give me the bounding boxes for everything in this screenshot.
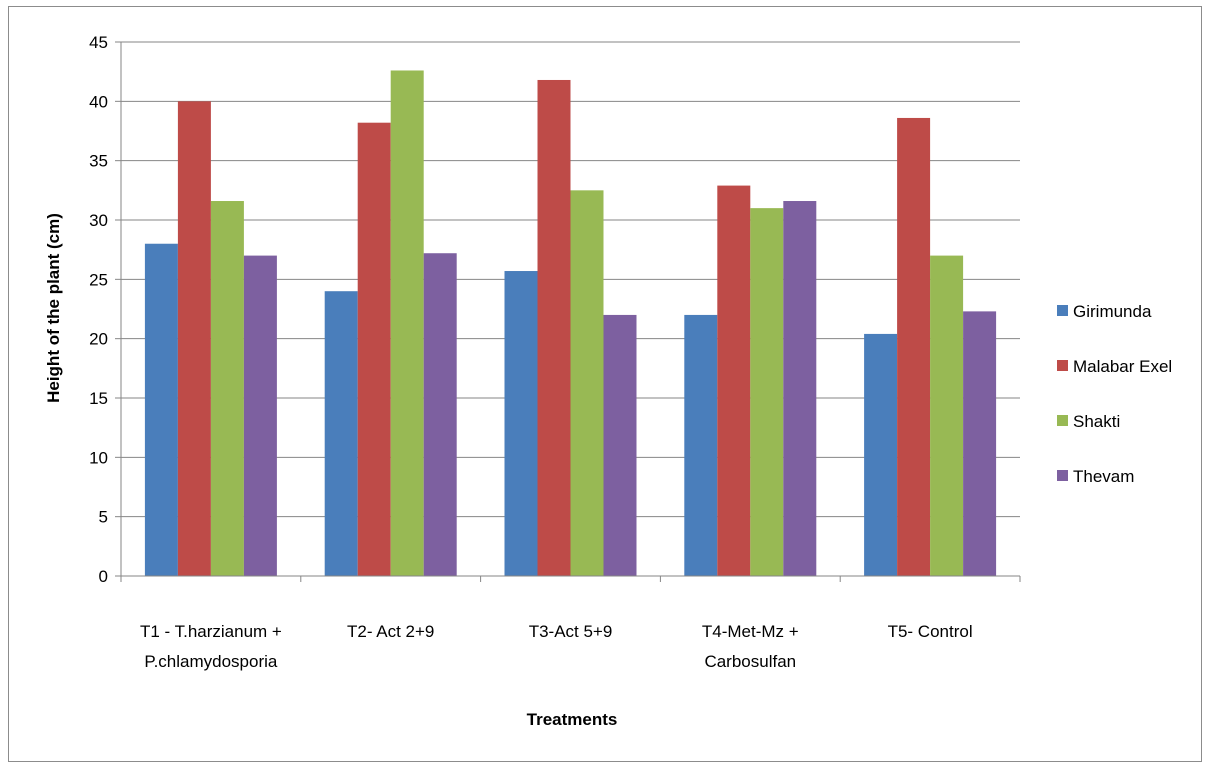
y-tick-label: 20 — [89, 330, 108, 349]
bar — [177, 101, 211, 576]
y-tick-label: 25 — [89, 270, 108, 289]
bar — [717, 185, 751, 576]
x-category-label: T2- Act 2+9 — [347, 622, 434, 641]
y-tick-label: 10 — [89, 448, 108, 467]
bar — [357, 122, 391, 577]
legend-swatch — [1057, 470, 1068, 481]
y-axis-title: Height of the plant (cm) — [44, 213, 63, 403]
axes — [115, 42, 1021, 582]
y-tick-label: 40 — [89, 92, 108, 111]
y-tick-label: 30 — [89, 211, 108, 230]
bar — [897, 117, 931, 577]
bars — [144, 70, 997, 577]
legend-swatch — [1057, 415, 1068, 426]
x-category-label: T3-Act 5+9 — [529, 622, 613, 641]
legend-swatch — [1057, 305, 1068, 316]
y-axis-tick-labels: 0 5 10 15 20 25 30 35 40 45 — [89, 33, 108, 586]
bar — [210, 201, 244, 576]
legend-label: Girimunda — [1073, 302, 1152, 321]
bar — [864, 333, 898, 576]
bar — [144, 243, 178, 576]
y-tick-label: 5 — [99, 508, 108, 527]
bar — [684, 314, 718, 576]
x-axis-category-labels: T1 - T.harzianum + P.chlamydosporia T2- Ac… — [140, 622, 973, 671]
bar — [963, 311, 997, 576]
y-tick-label: 35 — [89, 152, 108, 171]
x-category-label: T5- Control — [888, 622, 973, 641]
x-axis-title: Treatments — [527, 710, 618, 729]
bar — [930, 255, 964, 576]
bar — [390, 70, 424, 576]
bar — [570, 190, 604, 577]
bar — [504, 271, 538, 576]
bar — [750, 208, 784, 576]
y-tick-label: 15 — [89, 389, 108, 408]
legend-label: Thevam — [1073, 467, 1134, 486]
x-category-label: T4-Met-Mz + Carbosulfan — [702, 622, 799, 671]
bar — [603, 314, 637, 576]
legend: Girimunda Malabar Exel Shakti Thevam — [1057, 302, 1172, 486]
bar — [324, 291, 358, 576]
legend-label: Malabar Exel — [1073, 357, 1172, 376]
x-category-label: T1 - T.harzianum + P.chlamydosporia — [140, 622, 282, 671]
y-tick-label: 0 — [99, 567, 108, 586]
legend-swatch — [1057, 360, 1068, 371]
y-tick-label: 45 — [89, 33, 108, 52]
bar — [243, 255, 277, 576]
legend-label: Shakti — [1073, 412, 1120, 431]
bar — [537, 79, 571, 577]
bar — [423, 253, 457, 576]
bar — [783, 201, 817, 576]
